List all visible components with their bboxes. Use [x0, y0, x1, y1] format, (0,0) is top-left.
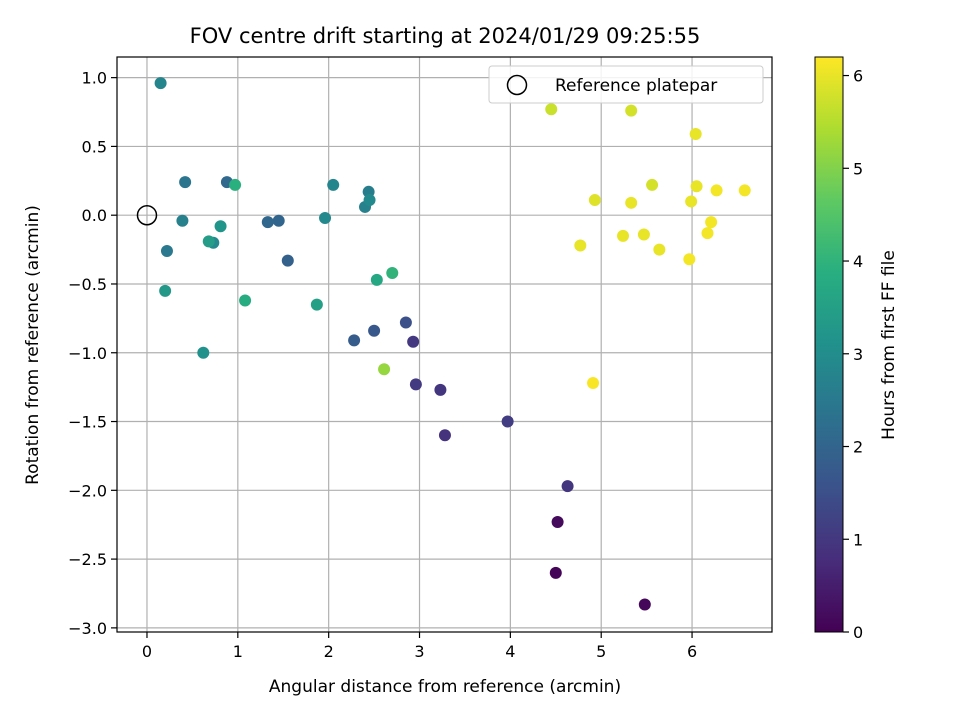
data-point-12 [281, 254, 294, 267]
colorbar-ticks: 0 1 2 3 4 5 6 [843, 67, 863, 642]
data-point-33 [370, 273, 383, 286]
x-tick-label-1: 1 [233, 642, 243, 661]
data-point-47 [701, 227, 714, 240]
grid [117, 57, 772, 632]
colorbar-tick-label-0: 0 [853, 623, 863, 642]
data-point-23 [197, 346, 210, 359]
y-tick-label-6: −2.0 [68, 481, 107, 500]
x-tick-label-0: 0 [142, 642, 152, 661]
reference-platepar-marker [136, 204, 158, 226]
colorbar-gradient [814, 56, 844, 633]
data-point-39 [646, 178, 659, 191]
x-tick-label-3: 3 [414, 642, 424, 661]
data-point-36 [545, 103, 558, 116]
data-point-52 [683, 253, 696, 266]
y-tick-label-8: −3.0 [68, 619, 107, 638]
data-point-46 [705, 216, 718, 229]
y-tick-label-0: 1.0 [82, 69, 107, 88]
legend-marker-reference [506, 74, 528, 96]
data-point-3 [561, 480, 574, 493]
data-point-41 [710, 184, 723, 197]
data-point-35 [378, 363, 391, 376]
colorbar-tick-label-3: 3 [853, 345, 863, 364]
data-point-37 [625, 104, 638, 117]
data-point-53 [587, 377, 600, 390]
y-axis-label: Rotation from reference (arcmin) [23, 205, 43, 485]
data-point-45 [685, 195, 698, 208]
data-point-16 [179, 176, 192, 189]
data-point-22 [214, 220, 227, 233]
y-tick-label-7: −2.5 [68, 550, 107, 569]
colorbar-tick-label-2: 2 [853, 438, 863, 457]
x-tick-label-5: 5 [596, 642, 606, 661]
colorbar-tick-label-5: 5 [853, 159, 863, 178]
data-point-21 [202, 235, 215, 248]
y-tick-label-5: −1.5 [68, 413, 107, 432]
data-point-17 [154, 77, 167, 90]
x-tick-label-6: 6 [687, 642, 697, 661]
colorbar-tick-label-4: 4 [853, 252, 863, 271]
colorbar-label: Hours from first FF file [879, 250, 899, 440]
data-point-43 [588, 194, 601, 207]
y-tick-label-3: −0.5 [68, 275, 107, 294]
data-points [136, 77, 751, 611]
data-point-1 [551, 515, 564, 528]
legend-entry-reference: Reference platepar [555, 76, 717, 96]
data-point-51 [653, 243, 666, 256]
x-tick-label-2: 2 [324, 642, 334, 661]
data-point-32 [363, 194, 376, 207]
data-point-18 [160, 244, 173, 257]
data-point-8 [407, 335, 420, 348]
data-point-19 [176, 214, 189, 227]
data-point-13 [272, 214, 285, 227]
data-point-48 [574, 239, 587, 252]
data-point-9 [399, 316, 412, 329]
data-point-29 [327, 178, 340, 191]
data-point-25 [229, 178, 242, 191]
data-point-44 [625, 196, 638, 209]
colorbar-tick-label-1: 1 [853, 530, 863, 549]
data-point-50 [637, 228, 650, 241]
data-point-14 [261, 216, 274, 229]
y-tick-label-2: 0.0 [82, 206, 107, 225]
data-point-6 [434, 383, 447, 396]
data-point-26 [239, 294, 252, 307]
data-point-24 [159, 284, 172, 297]
x-tick-label-4: 4 [505, 642, 515, 661]
data-point-42 [738, 184, 751, 197]
legend-box [488, 65, 764, 104]
x-axis-label: Angular distance from reference (arcmin) [269, 677, 621, 697]
data-point-40 [690, 180, 703, 193]
y-tick-label-1: 0.5 [82, 137, 107, 156]
x-axis-ticks: 0 1 2 3 4 5 6 [142, 632, 697, 661]
data-point-38 [689, 128, 702, 141]
y-axis-ticks: 1.0 0.5 0.0 −0.5 −1.0 −1.5 −2.0 −2.5 −3.0 [68, 69, 117, 638]
data-point-4 [501, 415, 514, 428]
data-point-28 [319, 211, 332, 224]
data-point-49 [617, 229, 630, 242]
data-point-27 [310, 298, 323, 311]
data-point-2 [638, 598, 651, 611]
legend: Reference platepar [488, 65, 764, 104]
colorbar: 0 1 2 3 4 5 6 Hours from first FF file [814, 56, 899, 642]
y-tick-label-4: −1.0 [68, 344, 107, 363]
data-point-34 [386, 266, 399, 279]
colorbar-tick-label-6: 6 [853, 67, 863, 86]
data-point-11 [348, 334, 361, 347]
data-point-10 [368, 324, 381, 337]
plot-frame [116, 56, 773, 633]
data-point-5 [438, 429, 451, 442]
chart-title: FOV centre drift starting at 2024/01/29 … [190, 24, 701, 48]
data-point-7 [409, 378, 422, 391]
data-point-0 [549, 566, 562, 579]
